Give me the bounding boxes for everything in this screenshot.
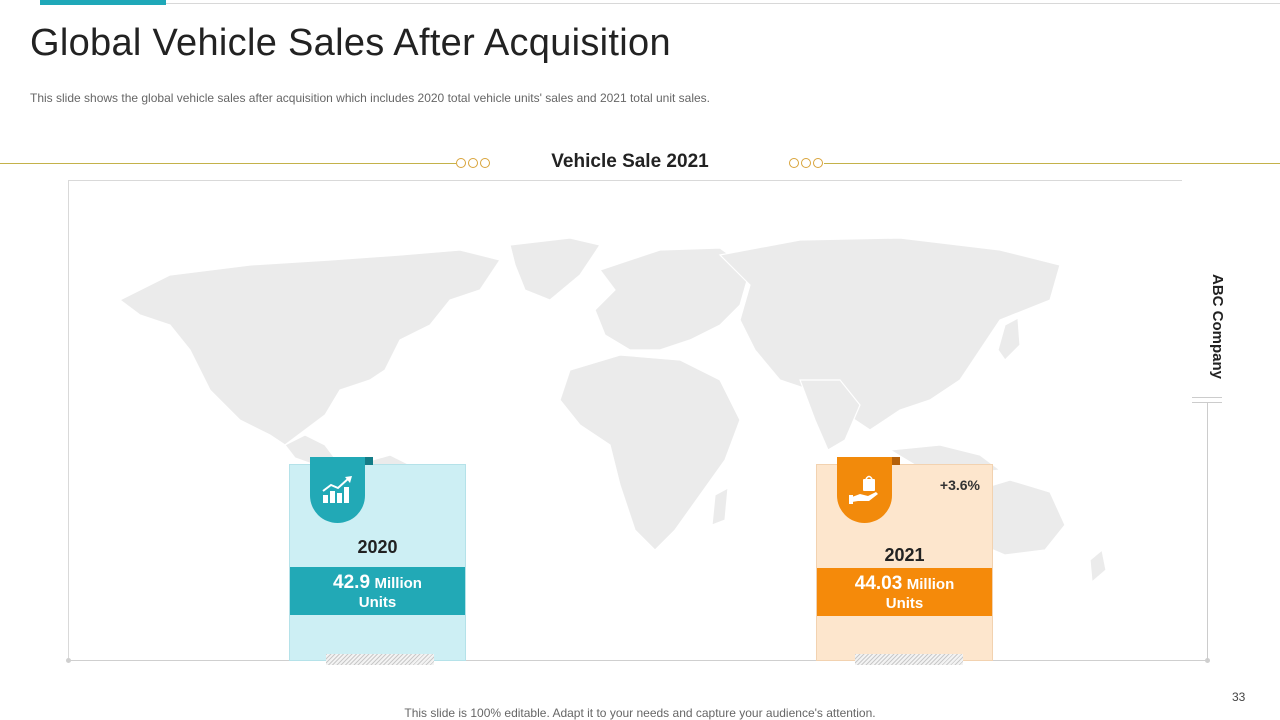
card-unit-line1: Million xyxy=(374,575,422,592)
page-number: 33 xyxy=(1232,690,1246,704)
section-divider-left xyxy=(0,163,456,164)
map-frame-top xyxy=(68,180,1182,181)
growth-chart-icon xyxy=(310,457,365,523)
divider-dots-right xyxy=(789,158,823,168)
map-india xyxy=(799,379,861,451)
card-value-band: 42.9 Million Units xyxy=(290,567,465,615)
side-vertical-line xyxy=(1207,403,1208,660)
card-unit-line2: Units xyxy=(358,594,397,611)
map-frame-bottom xyxy=(68,660,1208,661)
side-rule-1 xyxy=(1192,397,1222,398)
side-rule-2 xyxy=(1192,402,1222,403)
map-frame-left xyxy=(68,180,69,661)
top-accent-bar xyxy=(40,0,166,5)
top-divider xyxy=(166,3,1280,4)
card-year: 2020 xyxy=(357,537,398,557)
badge-fold xyxy=(892,457,900,465)
divider-dots-left xyxy=(456,158,490,168)
badge-fold xyxy=(365,457,373,465)
map-madagascar xyxy=(711,486,729,526)
map-japan xyxy=(997,317,1021,361)
growth-percentage: +3.6% xyxy=(939,477,980,493)
card-year: 2021 xyxy=(884,545,925,565)
map-new-zealand xyxy=(1089,548,1107,584)
card-unit-line2: Units xyxy=(885,595,924,612)
card-shadow-2020 xyxy=(326,654,434,665)
section-divider-right xyxy=(824,163,1280,164)
map-europe xyxy=(594,247,751,351)
map-north-america xyxy=(118,249,501,446)
card-unit-line1: Million xyxy=(906,576,955,593)
footer-note: This slide is 100% editable. Adapt it to… xyxy=(404,706,876,720)
sales-card-2021: +3.6% 2021 44.03 Million Units xyxy=(816,457,993,661)
sales-card-2020: 2020 42.9 Million Units xyxy=(289,457,466,661)
frame-dot-left xyxy=(66,658,71,663)
map-africa xyxy=(559,354,741,551)
card-shadow-2021 xyxy=(855,654,963,665)
map-greenland xyxy=(509,237,601,301)
section-title: Vehicle Sale 2021 xyxy=(551,151,709,172)
card-value-band: 44.03 Million Units xyxy=(817,568,992,616)
slide-subtitle: This slide shows the global vehicle sale… xyxy=(30,91,711,105)
hand-shopping-bag-icon xyxy=(837,457,892,523)
company-label: ABC Company xyxy=(1209,274,1226,380)
world-map xyxy=(118,237,1107,627)
card-value: 44.03 xyxy=(854,573,903,594)
card-value: 42.9 xyxy=(333,572,371,593)
frame-dot-right xyxy=(1205,658,1210,663)
slide-title: Global Vehicle Sales After Acquisition xyxy=(30,22,671,64)
